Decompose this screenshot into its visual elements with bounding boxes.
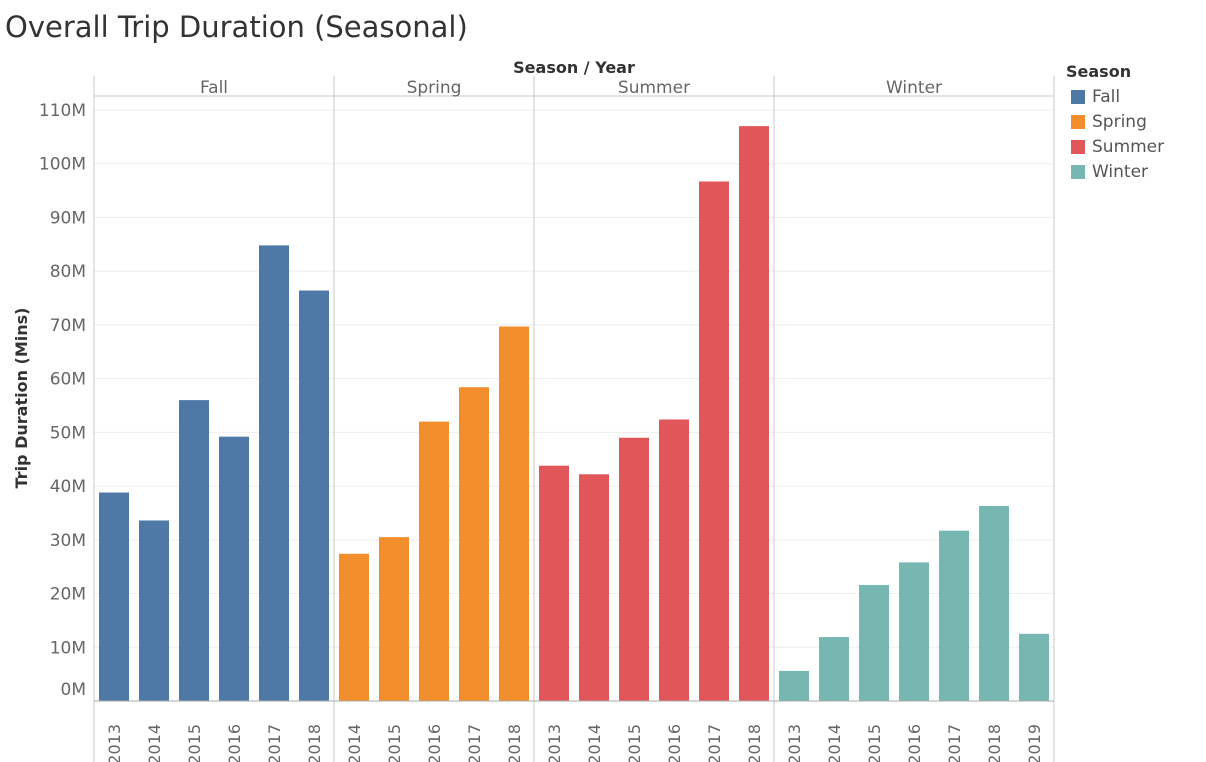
panel-header-winter: Winter (886, 78, 942, 98)
x-tick-label: 2014 (825, 724, 844, 762)
x-tick-label: 2018 (505, 724, 524, 762)
x-tick-label: 2016 (425, 724, 444, 762)
x-tick-label: 2016 (905, 724, 924, 762)
x-tick-label: 2015 (385, 724, 404, 762)
bar-spring-2015 (379, 537, 409, 701)
bar-spring-2016 (419, 421, 449, 701)
x-tick-label: 2017 (705, 724, 724, 762)
legend-title: Season (1066, 62, 1132, 81)
chart-title: Overall Trip Duration (Seasonal) (5, 10, 468, 44)
bar-fall-2017 (259, 245, 289, 701)
legend-label: Spring (1092, 111, 1147, 132)
bar-fall-2014 (139, 520, 169, 701)
legend-swatch (1071, 164, 1085, 179)
bar-winter-2015 (859, 584, 889, 701)
x-tick-label: 2015 (185, 724, 204, 762)
legend-item-spring: Spring (1066, 109, 1164, 134)
bar-summer-2017 (699, 181, 729, 701)
bar-spring-2018 (499, 326, 529, 701)
x-tick-label: 2018 (305, 724, 324, 762)
panel-header-fall: Fall (200, 78, 228, 98)
y-tick-label: 80M (50, 262, 86, 282)
bar-winter-2018 (979, 505, 1009, 701)
bar-fall-2015 (179, 400, 209, 701)
bar-spring-2014 (339, 553, 369, 701)
y-tick-label: 100M (39, 155, 86, 175)
x-tick-label: 2018 (985, 724, 1004, 762)
x-tick-label: 2014 (345, 724, 364, 762)
y-tick-label: 40M (50, 477, 86, 497)
y-tick-label: 70M (50, 316, 86, 336)
x-tick-label: 2016 (665, 724, 684, 762)
bar-summer-2014 (579, 474, 609, 701)
panel-header-spring: Spring (407, 78, 462, 98)
x-tick-label: 2015 (865, 724, 884, 762)
x-tick-label: 2017 (465, 724, 484, 762)
legend: Season Fall Spring Summer Winter (1066, 62, 1164, 184)
y-tick-label: 30M (50, 531, 86, 551)
y-tick-label: 50M (50, 423, 86, 443)
x-tick-label: 2019 (1025, 724, 1044, 762)
bar-winter-2014 (819, 637, 849, 701)
bar-winter-2019 (1019, 633, 1049, 701)
x-tick-label: 2014 (145, 724, 164, 762)
x-tick-label: 2017 (265, 724, 284, 762)
y-tick-label: 10M (50, 638, 86, 658)
legend-item-fall: Fall (1066, 84, 1164, 109)
x-tick-label: 2014 (585, 724, 604, 762)
bar-winter-2013 (779, 670, 809, 701)
bar-summer-2016 (659, 419, 689, 701)
x-tick-label: 2018 (745, 724, 764, 762)
bar-fall-2013 (99, 492, 129, 701)
bar-fall-2018 (299, 290, 329, 701)
y-tick-label: 110M (39, 101, 86, 121)
bar-winter-2016 (899, 562, 929, 701)
legend-label: Fall (1092, 86, 1121, 107)
y-tick-label: 20M (50, 585, 86, 605)
x-tick-label: 2013 (105, 724, 124, 762)
legend-label: Summer (1092, 136, 1165, 157)
y-tick-label: 90M (50, 208, 86, 228)
legend-item-winter: Winter (1066, 159, 1164, 184)
x-tick-label: 2017 (945, 724, 964, 762)
x-tick-label: 2013 (785, 724, 804, 762)
legend-item-summer: Summer (1066, 134, 1164, 159)
column-header-label: Season / Year (513, 58, 635, 77)
bar-summer-2015 (619, 437, 649, 701)
x-tick-label: 2013 (545, 724, 564, 762)
bar-winter-2017 (939, 530, 969, 701)
legend-swatch (1071, 139, 1085, 154)
bar-summer-2018 (739, 126, 769, 702)
legend-label: Winter (1092, 161, 1149, 182)
y-axis-title: Trip Duration (Mins) (12, 308, 31, 489)
x-tick-label: 2015 (625, 724, 644, 762)
y-tick-label: 0M (61, 680, 86, 700)
panel-header-summer: Summer (618, 78, 690, 98)
bar-spring-2017 (459, 387, 489, 701)
y-tick-label: 60M (50, 370, 86, 390)
legend-swatch (1071, 89, 1085, 104)
legend-swatch (1071, 114, 1085, 129)
bar-fall-2016 (219, 436, 249, 701)
x-tick-label: 2016 (225, 724, 244, 762)
bar-summer-2013 (539, 465, 569, 701)
